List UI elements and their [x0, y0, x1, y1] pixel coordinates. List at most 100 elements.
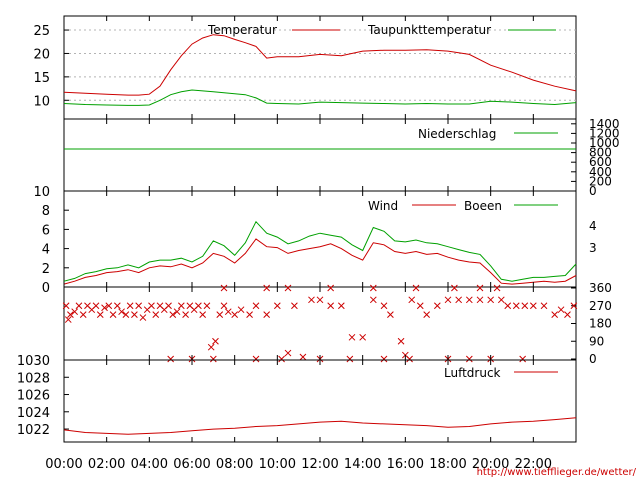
x-tick-label: 06:00 — [173, 457, 210, 472]
tick-label: 1028 — [17, 371, 50, 386]
direction-point — [465, 296, 473, 304]
tick-label: 90 — [589, 334, 604, 348]
series-temperature — [63, 34, 577, 106]
direction-point — [451, 284, 458, 292]
direction-point — [557, 306, 565, 314]
direction-point — [521, 302, 529, 310]
direction-point — [96, 311, 104, 318]
yticks-wind-direction: 0 90 180 270 360 — [571, 281, 612, 366]
tick-label: 270 — [589, 299, 612, 313]
tick-label: 360 — [589, 281, 612, 295]
direction-point — [291, 302, 298, 310]
tick-label: 600 — [589, 155, 612, 169]
legend-label-niederschlag: Niederschlag — [418, 127, 496, 141]
direction-point — [231, 311, 239, 318]
direction-point — [75, 302, 83, 310]
series-line-1 — [63, 220, 577, 282]
tick-label: 1000 — [589, 136, 620, 150]
x-tick-label: 16:00 — [387, 457, 424, 472]
tick-label: 2 — [42, 262, 50, 277]
direction-point — [519, 355, 527, 363]
direction-point — [444, 296, 452, 304]
direction-point — [126, 302, 134, 310]
yticks-pressure: 1022 1024 1026 1028 1030 — [17, 354, 69, 438]
direction-point — [92, 302, 100, 310]
direction-point — [101, 304, 108, 312]
direction-point — [122, 311, 130, 318]
direction-point — [62, 302, 70, 310]
direction-point — [252, 302, 260, 310]
tick-label: 1022 — [17, 423, 50, 438]
direction-point — [359, 333, 367, 341]
tick-label: 1024 — [17, 406, 50, 421]
series-line-0 — [63, 34, 577, 96]
tick-label-right: 4 — [589, 219, 597, 233]
direction-point — [316, 296, 324, 304]
direction-point — [476, 284, 484, 292]
direction-point — [455, 296, 463, 304]
direction-point — [512, 302, 520, 310]
direction-point — [165, 302, 172, 310]
direction-point — [380, 355, 388, 363]
tick-label: 4 — [42, 243, 50, 258]
tick-label: 1030 — [17, 354, 50, 369]
direction-point — [380, 302, 388, 310]
series-pressure — [63, 417, 577, 435]
tick-label: 1200 — [589, 126, 620, 140]
tick-label: 800 — [589, 146, 612, 160]
direction-point — [135, 302, 143, 310]
panel-frame — [63, 118, 577, 192]
x-tick-label: 00:00 — [45, 457, 82, 472]
direction-point — [237, 306, 245, 314]
direction-point — [263, 311, 271, 318]
direction-point — [348, 333, 356, 341]
direction-point — [369, 296, 377, 304]
tick-label-right: 3 — [589, 241, 597, 255]
direction-point — [152, 311, 160, 318]
direction-point — [207, 343, 215, 351]
direction-point — [493, 284, 501, 292]
tick-label: 25 — [33, 24, 50, 39]
direction-point — [177, 302, 185, 310]
tick-label: 0 — [589, 352, 597, 366]
direction-point — [169, 311, 177, 318]
tick-label: 0 — [42, 281, 50, 296]
direction-point — [387, 311, 394, 318]
legend-label-boeen: Boeen — [464, 199, 502, 213]
direction-point — [406, 355, 413, 363]
series-line-1 — [63, 89, 577, 106]
x-tick-label: 12:00 — [301, 457, 338, 472]
direction-point — [199, 311, 207, 318]
direction-point — [423, 311, 431, 318]
direction-point — [224, 308, 232, 316]
direction-point — [113, 302, 121, 310]
direction-point — [308, 296, 315, 304]
yticks-wind: 0 2 4 6 8 10 3 4 — [33, 185, 596, 296]
tick-label: 400 — [589, 165, 612, 179]
panel-wind-direction: 0 90 180 270 360 — [62, 281, 612, 366]
tick-label: 6 — [42, 223, 50, 238]
direction-point — [299, 353, 307, 361]
yticks-temperature: 10 15 20 25 — [33, 24, 69, 109]
direction-point — [167, 355, 175, 363]
legend-label-luftdruck: Luftdruck — [444, 366, 501, 380]
tick-label: 15 — [33, 71, 50, 86]
x-tick-label: 18:00 — [429, 457, 466, 472]
legend-label-taupunkt: Taupunkttemperatur — [367, 23, 491, 37]
series-wind-direction — [62, 284, 578, 363]
direction-point — [564, 311, 571, 318]
direction-point — [79, 311, 87, 318]
series-line-0 — [63, 417, 577, 435]
direction-point — [273, 302, 281, 310]
direction-point — [220, 284, 228, 292]
direction-point — [67, 311, 74, 318]
direction-point — [195, 302, 202, 310]
direction-point — [209, 355, 217, 363]
direction-point — [203, 302, 211, 310]
direction-point — [327, 284, 335, 292]
direction-point — [412, 284, 420, 292]
x-axis: 00:00 02:00 04:00 06:00 08:00 10:00 12:00 14:00… — [45, 16, 552, 472]
x-tick-label: 10:00 — [259, 457, 296, 472]
